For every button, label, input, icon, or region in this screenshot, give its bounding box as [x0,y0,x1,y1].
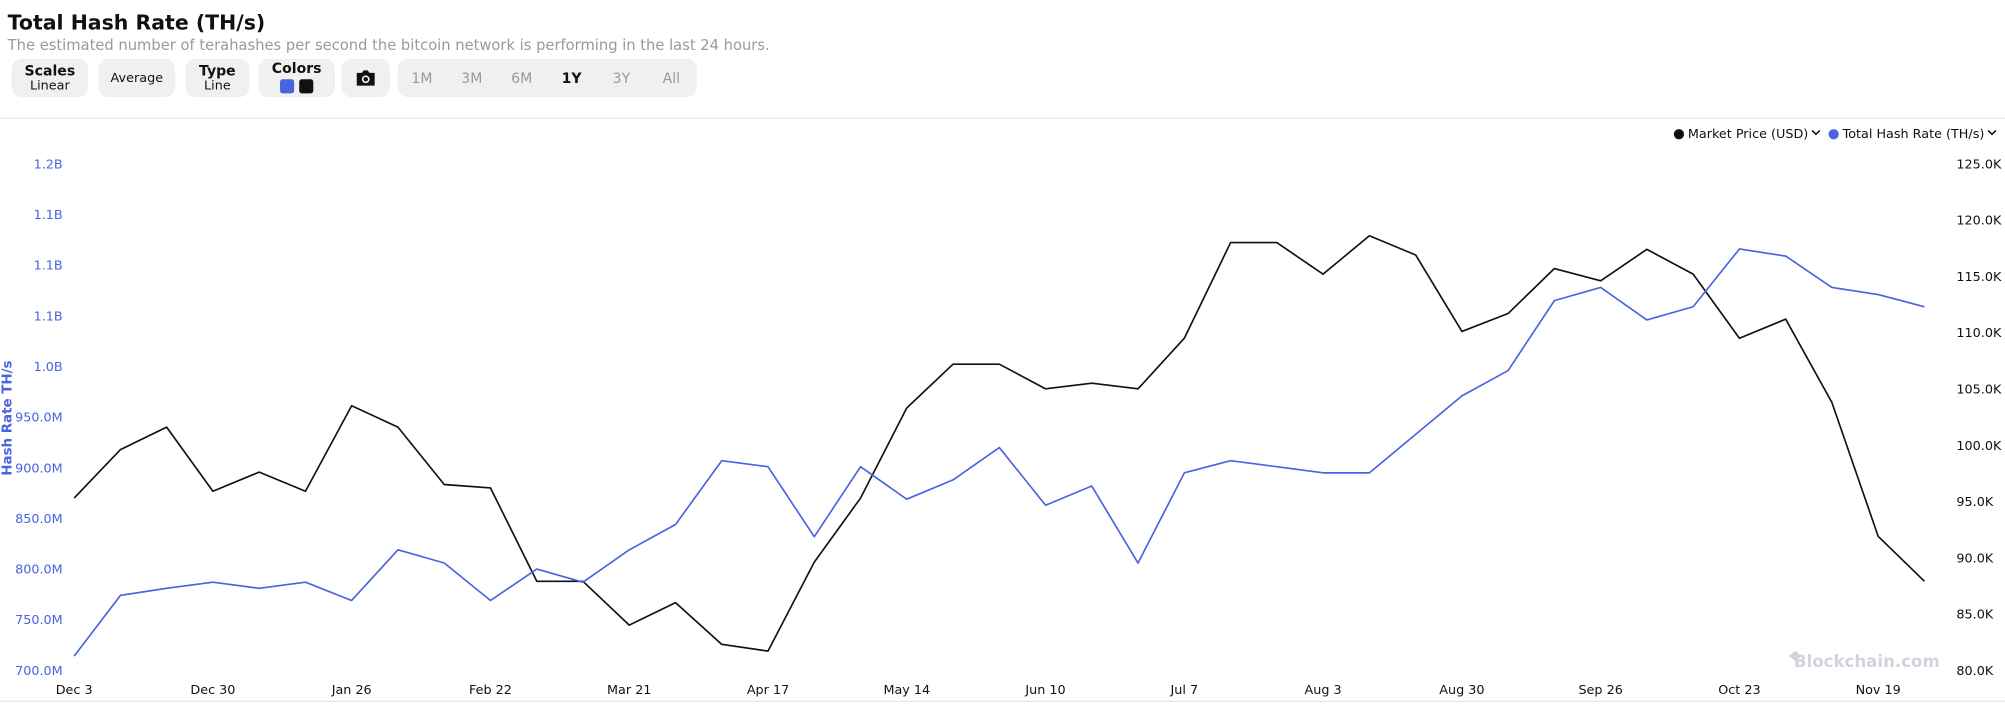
y-tick-label: 1.0B [34,360,63,375]
y2-tick-label: 120.0K [1956,214,2002,229]
legend-item[interactable]: Total Hash Rate (TH/s) [1828,127,1997,142]
button-label: Colors [271,59,322,77]
range-button[interactable]: 6M [511,70,533,87]
x-tick-label: Dec 3 [56,683,93,698]
watermark: Blockchain.com [1794,652,1940,671]
legend-label: Total Hash Rate (TH/s) [1842,127,1985,142]
button-value: Linear [29,79,70,94]
camera-icon [356,70,375,86]
x-tick-label: Jul 7 [1170,683,1199,698]
camera-button[interactable] [341,58,391,98]
type-button[interactable]: Type Line [185,58,250,98]
range-button[interactable]: 3Y [612,70,631,87]
button-value: Line [204,79,231,94]
x-tick-label: Feb 22 [469,683,512,698]
x-tick-label: Sep 26 [1578,683,1622,698]
x-tick-label: Dec 30 [190,683,235,698]
y2-tick-label: 125.0K [1956,157,2002,172]
range-button[interactable]: 3M [461,70,483,87]
swatches [258,76,335,96]
y-tick-label: 850.0M [15,512,63,527]
y2-tick-label: 85.0K [1956,608,1993,623]
x-tick-label: Mar 21 [607,683,651,698]
legend-swatch [1828,129,1839,140]
scales-button[interactable]: Scales Linear [11,58,89,98]
x-tick-label: Jun 10 [1024,683,1065,698]
y-tick-label: 950.0M [15,411,63,426]
button-label: Type [199,62,236,80]
x-tick-label: May 14 [883,683,930,698]
y-tick-label: 700.0M [15,664,63,679]
button-label: Average [110,70,164,86]
page-title: Total Hash Rate (TH/s) [7,10,266,35]
x-tick-label: Oct 23 [1718,683,1760,698]
y2-tick-label: 95.0K [1956,495,1993,510]
button-label: Scales [24,62,76,80]
y-tick-label: 1.2B [34,157,63,172]
x-tick-label: Jan 26 [331,683,372,698]
legend-chevron [1811,129,1821,136]
x-tick-label: Aug 3 [1305,683,1342,698]
legend-item[interactable]: Market Price (USD) [1673,127,1821,142]
y-tick-label: 900.0M [15,461,63,476]
y-tick-label: 750.0M [15,613,63,628]
x-tick-label: Aug 30 [1439,683,1484,698]
y2-tick-label: 105.0K [1956,383,2002,398]
y-tick-label: 1.1B [34,309,63,324]
y-axis-title: Hash Rate TH/s [1,361,16,476]
x-tick-label: Apr 17 [747,683,789,698]
y2-tick-label: 80.0K [1956,664,1993,679]
y2-tick-label: 110.0K [1956,326,2002,341]
range-selector: 1M 3M 6M 1Y 3Y All [397,58,697,98]
range-button[interactable]: 1M [411,70,433,87]
series-line [73,248,1925,657]
series-line [73,234,1926,652]
average-button[interactable]: Average [98,58,176,98]
y2-tick-label: 100.0K [1956,439,2002,454]
y2-tick-label: 115.0K [1956,270,2002,285]
range-button[interactable]: 1Y [561,70,582,87]
y2-tick-label: 90.0K [1956,551,1993,566]
legend-label: Market Price (USD) [1688,127,1808,142]
legend-swatch [1673,129,1685,140]
y-tick-label: 1.1B [34,259,63,274]
y-tick-label: 1.1B [34,208,63,223]
page-subtitle: The estimated number of terahashes per s… [7,35,770,54]
y-tick-label: 800.0M [15,563,63,578]
legend-chevron [1987,129,1997,136]
divider [0,117,2005,119]
colors-button[interactable]: Colors [258,58,336,98]
range-button[interactable]: All [662,70,681,87]
divider [0,700,2005,703]
color-swatch [280,78,295,93]
color-swatch [299,78,314,93]
x-tick-label: Nov 19 [1856,683,1901,698]
